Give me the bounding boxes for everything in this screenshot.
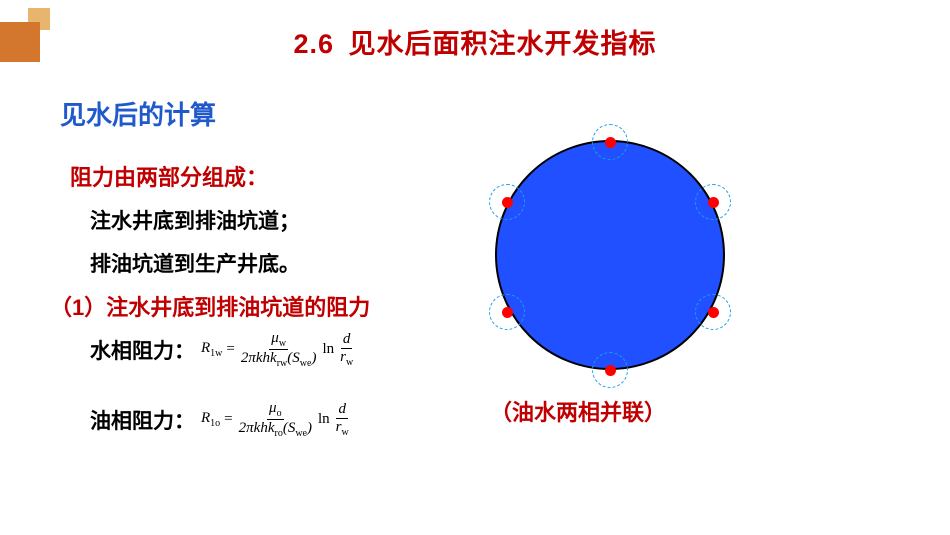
deco-square-dark — [0, 22, 40, 62]
water-label: 水相阻力： — [90, 335, 195, 365]
oil-formula: R1o = μo 2πkhkro(Swe) ln d rw — [201, 400, 351, 439]
well-dot — [502, 197, 513, 208]
well-dot — [708, 307, 719, 318]
section1-heading: （1）注水井底到排油坑道的阻力 — [50, 290, 370, 322]
well-pattern-diagram — [470, 130, 750, 380]
well-2 — [693, 292, 733, 332]
flood-circle — [495, 140, 725, 370]
well-1 — [693, 182, 733, 222]
well-4 — [487, 292, 527, 332]
well-dot — [502, 307, 513, 318]
well-dot — [708, 197, 719, 208]
water-formula: R1w = μw 2πkhkrw(Swe) ln d rw — [201, 330, 355, 369]
resist-two-parts: 阻力由两部分组成： — [70, 160, 268, 192]
drain-to-prod: 排油坑道到生产井底。 — [90, 248, 300, 278]
well-dot — [605, 137, 616, 148]
well-dot — [605, 365, 616, 376]
oil-label: 油相阻力： — [90, 405, 195, 435]
well-0 — [590, 122, 630, 162]
water-formula-row: 水相阻力： R1w = μw 2πkhkrw(Swe) ln d rw — [90, 330, 355, 369]
section-subtitle: 见水后的计算 — [60, 95, 216, 132]
oil-formula-row: 油相阻力： R1o = μo 2πkhkro(Swe) ln d rw — [90, 400, 351, 439]
diagram-caption: （油水两相并联） — [490, 395, 666, 427]
page-title: 2.6 见水后面积注水开发指标 — [0, 0, 950, 61]
well-5 — [487, 182, 527, 222]
inj-to-drain: 注水井底到排油坑道； — [90, 205, 300, 235]
well-3 — [590, 350, 630, 390]
